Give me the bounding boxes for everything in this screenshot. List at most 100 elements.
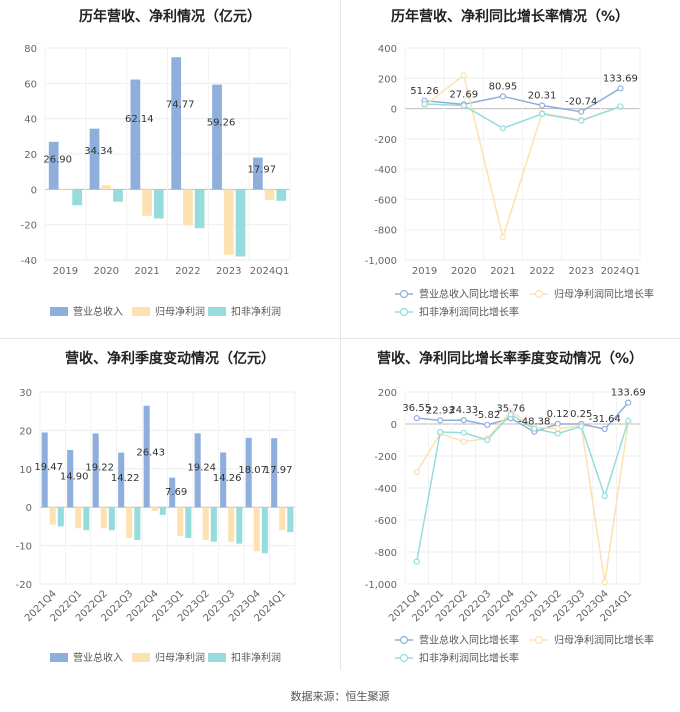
y-tick-label: 0 [26, 503, 32, 514]
line-data-label: 51.26 [410, 86, 439, 97]
bar-营业总收入 [171, 57, 182, 190]
bar-营业总收入 [245, 437, 252, 508]
legend-label: 扣非净利润同比增长率 [419, 652, 519, 665]
bar-营业总收入 [253, 157, 263, 190]
series-point [460, 438, 467, 445]
line-data-label: -31.64 [589, 414, 621, 425]
bar-扣非净利润 [210, 507, 217, 542]
legend-label: 归母净利润同比增长率 [554, 634, 654, 647]
line-data-label: 133.69 [603, 73, 638, 84]
legend-marker [399, 653, 409, 663]
horizontal-divider [0, 338, 680, 339]
legend-swatch [208, 307, 226, 316]
x-tick-label: 2020 [451, 266, 476, 277]
bar-营业总收入 [48, 141, 59, 190]
bar-data-label: 19.22 [85, 463, 114, 474]
x-tick-label: 2021 [490, 266, 515, 277]
chart-title: 营收、净利季度变动情况（亿元） [65, 351, 275, 367]
y-tick-label: 0 [391, 420, 397, 431]
legend-label: 扣非净利润同比增长率 [419, 306, 519, 319]
legend-label: 归母净利润 [155, 651, 205, 664]
series-point [499, 93, 507, 100]
y-tick-label: -40 [21, 256, 37, 267]
bar-营业总收入 [41, 432, 48, 508]
bar-扣非净利润 [236, 507, 243, 544]
series-line-营业总收入同比增长率 [416, 402, 629, 433]
chart-title: 历年营收、净利情况（亿元） [79, 9, 261, 25]
bar-营业总收入 [143, 405, 150, 508]
bar-营业总收入 [220, 452, 227, 508]
y-tick-label: 400 [378, 44, 397, 55]
bar-扣非净利润 [185, 507, 192, 538]
line-data-label: 0.12 [547, 409, 569, 420]
x-tick-label: 2020 [94, 266, 119, 277]
y-tick-label: -600 [374, 195, 397, 206]
bar-营业总收入 [92, 433, 99, 508]
line-data-label: -5.82 [474, 410, 500, 421]
series-point [538, 102, 546, 109]
series-point [601, 425, 608, 433]
x-tick-label: 2019 [412, 266, 437, 277]
series-point [625, 417, 632, 424]
line-data-label: 36.55 [402, 403, 431, 414]
data-source: 数据来源：恒生聚源 [290, 690, 390, 703]
chart-title: 历年营收、净利同比增长率情况（%） [390, 9, 630, 25]
bar-data-label: 18.07 [238, 465, 267, 476]
bar-data-label: 26.43 [136, 447, 165, 458]
line-data-label: 35.76 [496, 403, 525, 414]
legend-label: 扣非净利润 [231, 305, 281, 318]
bar-归母净利润 [177, 507, 184, 536]
legend-label: 营业总收入 [73, 305, 123, 318]
series-point [421, 100, 428, 108]
y-tick-label: -400 [374, 484, 397, 495]
y-tick-label: 20 [24, 150, 37, 161]
x-tick-label: 2024Q1 [601, 266, 641, 277]
legend-swatch [208, 653, 226, 662]
legend-label: 扣非净利润 [231, 651, 281, 664]
legend-swatch [132, 307, 150, 316]
y-tick-label: 200 [378, 74, 397, 85]
y-tick-label: 200 [378, 388, 397, 399]
bar-扣非净利润 [261, 507, 268, 554]
series-point [484, 421, 491, 429]
y-tick-label: -20 [21, 221, 37, 232]
legend-swatch [50, 307, 68, 316]
bar-营业总收入 [89, 128, 100, 190]
y-tick-label: -1,000 [365, 580, 397, 591]
bar-归母净利润 [202, 507, 209, 540]
bar-data-label: 17.97 [248, 165, 277, 176]
bar-扣非净利润 [287, 507, 294, 533]
x-tick-label: 2022 [175, 266, 200, 277]
bar-扣非净利润 [72, 189, 82, 206]
legend-marker [534, 289, 544, 299]
bar-扣非净利润 [235, 189, 246, 257]
series-point [578, 108, 585, 115]
series-point [499, 234, 507, 241]
line-data-label: 20.31 [528, 90, 557, 101]
bar-营业总收入 [169, 477, 176, 508]
y-tick-label: 0 [31, 185, 37, 196]
bar-扣非净利润 [194, 189, 205, 229]
y-tick-label: 20 [19, 426, 32, 437]
legend-label: 归母净利润同比增长率 [554, 288, 654, 301]
y-tick-label: -400 [374, 165, 397, 176]
bar-data-label: 14.90 [60, 472, 89, 483]
legend-marker [399, 307, 409, 317]
bar-归母净利润 [228, 507, 235, 542]
series-point [625, 399, 632, 406]
line-data-label: 22.93 [426, 405, 455, 416]
quarterly-growth-panel: 营收、净利同比增长率季度变动情况（%） 200 0 -200 -400 -600 -800… [340, 338, 680, 678]
bar-扣非净利润 [159, 507, 166, 515]
series-line-营业总收入同比增长率 [424, 87, 621, 113]
y-tick-label: 40 [24, 115, 37, 126]
series-point [499, 125, 507, 132]
annual-growth-panel: 历年营收、净利同比增长率情况（%） 400 200 0 -200 -400 -600 -80… [340, 0, 680, 338]
bar-归母净利润 [223, 189, 234, 255]
series-point [617, 85, 624, 92]
quarterly-bar-chart: 3020100-10-202021Q42022Q12022Q22022Q3202… [16, 388, 296, 664]
bar-归母净利润 [279, 507, 286, 531]
series-point [601, 492, 608, 500]
series-point [460, 72, 467, 79]
bar-扣非净利润 [134, 507, 141, 540]
line-data-label: 0.25 [570, 409, 592, 420]
